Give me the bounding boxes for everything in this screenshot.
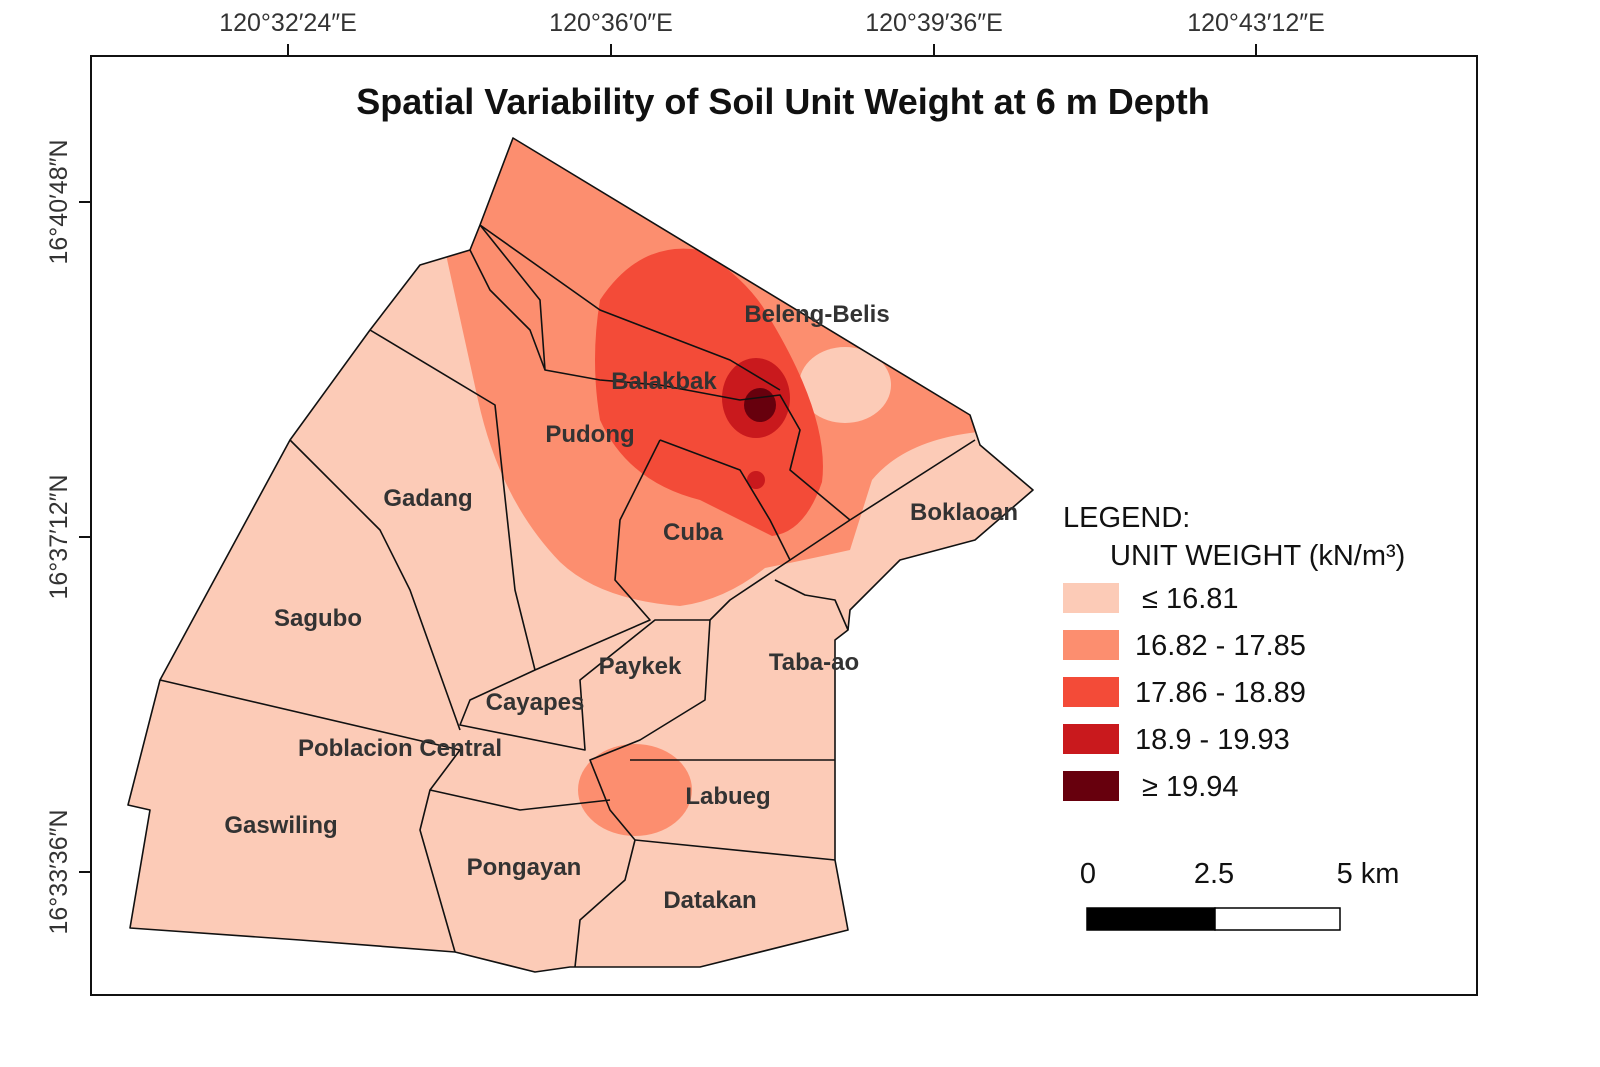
area-label: Cayapes <box>486 689 585 716</box>
boundaries <box>127 137 1034 973</box>
legend-label: ≥ 19.94 <box>1142 771 1239 803</box>
map-title: Spatial Variability of Soil Unit Weight … <box>356 81 1209 122</box>
legend: LEGEND: UNIT WEIGHT (kN/m³) ≤ 16.81 16.82… <box>1063 502 1405 803</box>
latitude-label: 16°37′12″N <box>45 474 73 599</box>
zone <box>799 347 891 423</box>
area-label: Gadang <box>383 485 472 512</box>
area-label: Poblacion Central <box>298 735 502 762</box>
area-label: Cuba <box>663 519 724 546</box>
area-label: Datakan <box>663 887 756 914</box>
scale-label: 2.5 <box>1194 858 1234 890</box>
legend-swatch <box>1063 724 1119 754</box>
area-label: Labueg <box>685 783 770 810</box>
area-label: Pongayan <box>467 854 582 881</box>
area-label: Beleng-Belis <box>744 301 889 328</box>
area-label: Gaswiling <box>224 812 337 839</box>
zones <box>128 138 1033 972</box>
zone <box>578 744 692 836</box>
scale-segment <box>1086 907 1216 931</box>
zone <box>595 248 823 537</box>
longitude-label: 120°32′24″E <box>219 9 357 37</box>
latitude-label: 16°33′36″N <box>45 809 73 934</box>
legend-label: ≤ 16.81 <box>1142 583 1239 615</box>
legend-swatch <box>1063 771 1119 801</box>
scale-label: 5 km <box>1337 858 1400 890</box>
zone <box>744 388 776 422</box>
area-label: Sagubo <box>274 605 362 632</box>
legend-swatch <box>1063 630 1119 660</box>
area-label: Boklaoan <box>910 499 1018 526</box>
legend-swatch <box>1063 583 1119 613</box>
zone <box>747 471 765 489</box>
scale-label: 0 <box>1080 858 1096 890</box>
legend-label: 16.82 - 17.85 <box>1135 630 1306 662</box>
area-label: Balakbak <box>611 368 717 395</box>
legend-swatch <box>1063 677 1119 707</box>
scale-bar: 0 2.5 5 km <box>1080 858 1400 931</box>
legend-label: 18.9 - 19.93 <box>1135 724 1290 756</box>
longitude-label: 120°39′36″E <box>865 9 1003 37</box>
legend-label: 17.86 - 18.89 <box>1135 677 1306 709</box>
scale-segment <box>1214 907 1341 931</box>
area-label: Paykek <box>599 653 682 680</box>
latitude-label: 16°40′48″N <box>45 139 73 264</box>
longitude-label: 120°36′0″E <box>549 9 673 37</box>
legend-title: LEGEND: <box>1063 502 1190 534</box>
legend-subtitle: UNIT WEIGHT (kN/m³) <box>1110 540 1405 572</box>
area-label: Pudong <box>545 421 634 448</box>
area-label: Taba-ao <box>769 649 859 676</box>
graticule-ticks <box>79 44 1257 873</box>
longitude-label: 120°43′12″E <box>1187 9 1325 37</box>
